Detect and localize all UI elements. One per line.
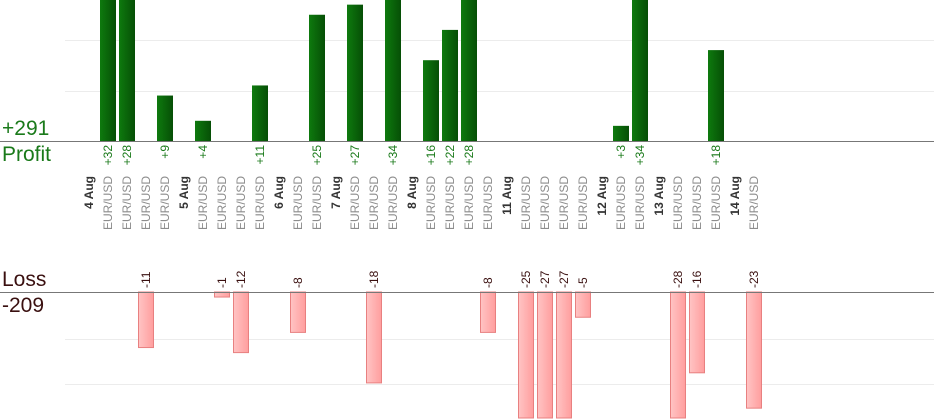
loss-bar <box>575 291 591 318</box>
profit-bar <box>708 50 724 141</box>
loss-value-label: -18 <box>367 270 381 288</box>
instrument-label: EUR/USD <box>215 176 229 230</box>
profit-bar <box>385 0 401 141</box>
instrument-label: EUR/USD <box>443 176 457 230</box>
instrument-label: EUR/USD <box>576 176 590 230</box>
instrument-label: EUR/USD <box>747 176 761 230</box>
loss-value-label: -23 <box>747 270 761 288</box>
day-label: 6 Aug <box>272 176 286 209</box>
instrument-label: EUR/USD <box>386 176 400 230</box>
loss-label: Loss <box>2 268 47 291</box>
loss-value-label: -12 <box>234 270 248 288</box>
loss-value-label: -5 <box>576 277 590 288</box>
instrument-label: EUR/USD <box>519 176 533 230</box>
day-label: 4 Aug <box>82 176 96 209</box>
profit-bar <box>347 4 363 142</box>
loss-bar <box>670 291 686 419</box>
loss-value-label: -11 <box>139 271 153 288</box>
loss-bar <box>138 291 154 349</box>
day-label: 5 Aug <box>177 176 191 209</box>
loss-value-label: -27 <box>557 270 571 288</box>
instrument-label: EUR/USD <box>690 176 704 230</box>
profit-value-label: +27 <box>348 145 362 166</box>
instrument-label: EUR/USD <box>348 176 362 230</box>
profit-bar <box>442 29 458 141</box>
loss-value-label: -8 <box>481 277 495 288</box>
instrument-label: EUR/USD <box>424 176 438 230</box>
day-label: 13 Aug <box>652 176 666 216</box>
profit-bar <box>309 14 325 141</box>
instrument-label: EUR/USD <box>462 176 476 230</box>
instrument-label: EUR/USD <box>671 176 685 230</box>
profit-bar <box>423 60 439 142</box>
profit-value-label: +11 <box>253 145 267 165</box>
loss-bar <box>366 291 382 384</box>
instrument-label: EUR/USD <box>120 176 134 230</box>
profit-bar <box>613 125 629 141</box>
instrument-label: EUR/USD <box>310 176 324 230</box>
instrument-label: EUR/USD <box>709 176 723 230</box>
day-label: 14 Aug <box>728 176 742 216</box>
loss-bar <box>290 291 306 333</box>
profit-value-label: +3 <box>614 145 628 159</box>
loss-bar <box>233 291 249 354</box>
profit-value-label: +22 <box>443 145 457 166</box>
instrument-label: EUR/USD <box>139 176 153 230</box>
loss-value-label: -25 <box>519 270 533 288</box>
instrument-label: EUR/USD <box>101 176 115 230</box>
instrument-label: EUR/USD <box>367 176 381 230</box>
profit-bar <box>157 95 173 141</box>
loss-value-label: -1 <box>215 277 229 288</box>
day-label: 12 Aug <box>595 176 609 216</box>
loss-value-label: -28 <box>671 270 685 288</box>
day-label: 7 Aug <box>329 176 343 209</box>
profit-value-label: +25 <box>310 145 324 166</box>
instrument-label: EUR/USD <box>557 176 571 230</box>
profit-value-label: +16 <box>424 145 438 166</box>
profit-bar <box>632 0 648 141</box>
day-label: 8 Aug <box>405 176 419 209</box>
profit-label: Profit <box>2 143 52 166</box>
loss-bar <box>480 291 496 333</box>
instrument-label: EUR/USD <box>481 176 495 230</box>
instrument-label: EUR/USD <box>253 176 267 230</box>
instrument-label: EUR/USD <box>614 176 628 230</box>
profit-bar <box>195 120 211 141</box>
instrument-label: EUR/USD <box>196 176 210 230</box>
profit-bar <box>119 0 135 141</box>
profit-value-label: +34 <box>386 145 400 166</box>
profit-value-label: +28 <box>120 145 134 166</box>
loss-bar <box>689 291 705 374</box>
instrument-label: EUR/USD <box>633 176 647 230</box>
profit-bar <box>252 85 268 141</box>
instrument-label: EUR/USD <box>234 176 248 230</box>
profit-bar <box>461 0 477 141</box>
loss-value-label: -8 <box>291 277 305 288</box>
instrument-label: EUR/USD <box>291 176 305 230</box>
profit-value-label: +18 <box>709 145 723 166</box>
loss-value-label: -16 <box>690 270 704 288</box>
profit-value-label: +32 <box>101 145 115 166</box>
day-label: 11 Aug <box>500 176 514 215</box>
loss-bar <box>537 291 553 419</box>
loss-value-label: -27 <box>538 270 552 288</box>
profit-bar <box>100 0 116 141</box>
profit-total: +291 <box>2 117 50 140</box>
loss-bar <box>518 291 534 419</box>
loss-bar <box>746 291 762 409</box>
profit-value-label: +4 <box>196 145 210 159</box>
profit-value-label: +34 <box>633 145 647 166</box>
loss-bar <box>556 291 572 419</box>
profit-value-label: +9 <box>158 145 172 159</box>
loss-total: -209 <box>2 294 45 317</box>
profit-value-label: +28 <box>462 145 476 166</box>
instrument-label: EUR/USD <box>158 176 172 230</box>
instrument-label: EUR/USD <box>538 176 552 230</box>
